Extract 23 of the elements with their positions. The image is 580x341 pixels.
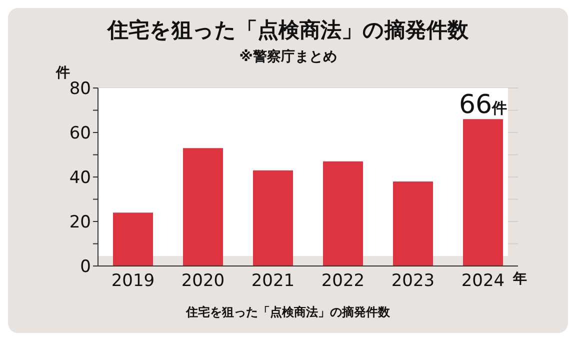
chart-title: 住宅を狙った「点検商法」の摘発件数 xyxy=(106,17,470,44)
bar xyxy=(253,170,293,266)
x-axis-title: 年 xyxy=(513,270,527,288)
text: 住宅を狙った「点検商法」の摘発件数 xyxy=(184,304,391,321)
bar xyxy=(463,119,503,266)
bar xyxy=(393,181,433,266)
y-tick-label: 80 xyxy=(69,79,91,100)
x-tick-label: 2022 xyxy=(321,271,365,292)
x-tick-label: 2023 xyxy=(391,271,435,292)
x-tick-label: 2021 xyxy=(251,271,295,292)
x-tick-label: 2020 xyxy=(181,271,225,292)
x-tick-label: 2019 xyxy=(111,271,155,292)
bar xyxy=(113,212,153,266)
y-tick-label: 60 xyxy=(69,124,91,144)
bar xyxy=(183,148,223,266)
y-tick-label: 0 xyxy=(80,257,91,278)
chart-subtitle: ※警察庁まとめ xyxy=(238,48,338,66)
y-tick-label: 20 xyxy=(69,212,91,233)
data-label: 66件 xyxy=(458,90,508,120)
bar xyxy=(323,161,363,266)
x-tick-label: 2024 xyxy=(461,271,505,292)
y-axis-title: 件 xyxy=(56,64,70,82)
y-tick-label: 40 xyxy=(69,168,91,188)
